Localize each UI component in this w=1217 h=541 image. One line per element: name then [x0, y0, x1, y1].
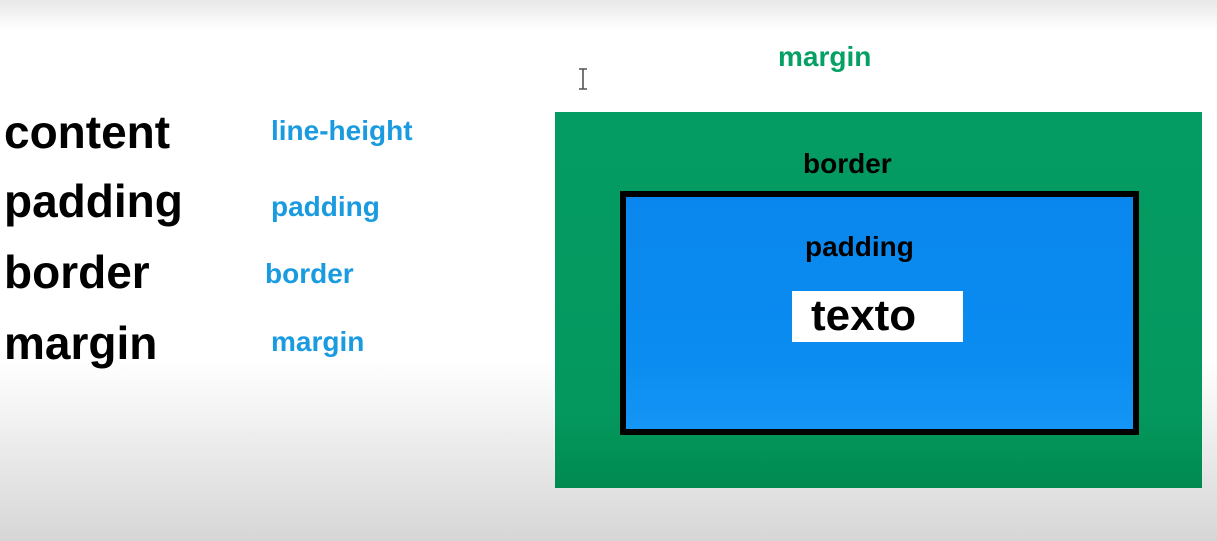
border-label: border: [803, 150, 892, 178]
property-margin: margin: [271, 328, 364, 356]
content-text: texto: [811, 294, 916, 338]
margin-label: margin: [778, 43, 871, 71]
property-line-height: line-height: [271, 117, 413, 145]
property-padding: padding: [271, 193, 380, 221]
term-padding: padding: [4, 178, 183, 224]
property-border: border: [265, 260, 354, 288]
padding-label: padding: [805, 233, 914, 261]
term-margin: margin: [4, 320, 157, 366]
term-content: content: [4, 109, 170, 155]
term-border: border: [4, 249, 150, 295]
content-box: texto: [792, 291, 963, 342]
text-cursor-icon: [577, 68, 589, 90]
